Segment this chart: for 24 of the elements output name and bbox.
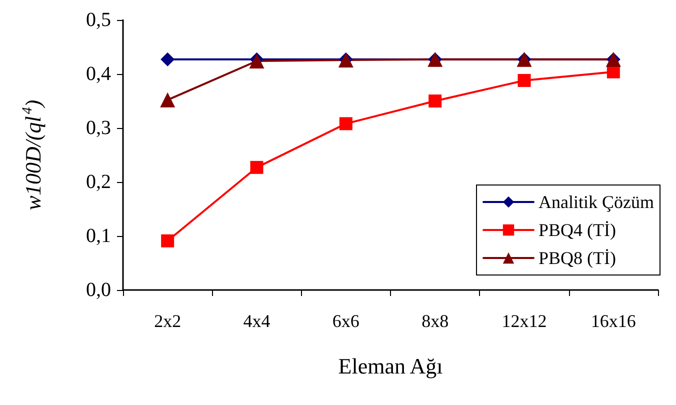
x-tick-label: 2x2 bbox=[154, 311, 182, 331]
legend-label: PBQ8 (Tİ) bbox=[538, 248, 616, 268]
y-tick-label: 0,4 bbox=[86, 63, 111, 85]
point bbox=[161, 234, 174, 248]
x-tick-label: 12x12 bbox=[502, 311, 547, 331]
y-tick-label: 0,1 bbox=[86, 225, 111, 247]
x-tick-label: 16x16 bbox=[590, 311, 636, 331]
y-tick-label: 0,2 bbox=[86, 171, 111, 193]
point bbox=[250, 160, 264, 174]
point bbox=[160, 52, 175, 66]
x-tick-label: 6x6 bbox=[332, 311, 360, 331]
y-tick-label: 0,0 bbox=[86, 279, 111, 301]
x-tick-label: 4x4 bbox=[243, 311, 270, 331]
x-tick-label: 8x8 bbox=[422, 311, 449, 331]
point bbox=[339, 117, 352, 130]
legend-label: PBQ4 (Tİ) bbox=[538, 220, 616, 240]
legend-label: Analitik Çözüm bbox=[538, 192, 654, 212]
point bbox=[518, 74, 531, 87]
y-tick-label: 0,3 bbox=[86, 117, 111, 139]
point bbox=[160, 92, 176, 108]
point bbox=[428, 94, 442, 108]
y-tick-label: 0,5 bbox=[86, 9, 111, 31]
y-axis-title: w100D/(ql4) bbox=[20, 100, 46, 210]
x-axis-title: Eleman Ağı bbox=[338, 354, 443, 378]
